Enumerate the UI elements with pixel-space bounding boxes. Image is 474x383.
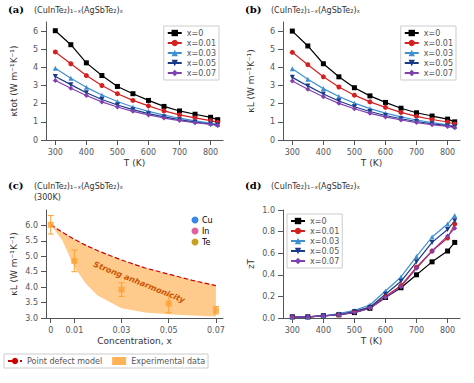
- svg-text:x=0.03: x=0.03: [310, 237, 339, 246]
- svg-text:3.5: 3.5: [25, 298, 38, 307]
- svg-text:0: 0: [270, 136, 275, 145]
- svg-text:800: 800: [203, 148, 218, 157]
- svg-text:x=0.05: x=0.05: [187, 59, 216, 68]
- svg-text:1: 1: [270, 117, 275, 126]
- svg-text:3.0: 3.0: [25, 314, 38, 323]
- svg-text:κL (W m⁻¹K⁻¹): κL (W m⁻¹K⁻¹): [9, 232, 19, 295]
- svg-text:6.0: 6.0: [25, 221, 38, 230]
- svg-text:(b): (b): [245, 4, 261, 15]
- svg-text:4: 4: [33, 63, 38, 72]
- svg-text:3: 3: [270, 81, 275, 90]
- svg-text:T (K): T (K): [123, 158, 145, 168]
- svg-text:6: 6: [270, 27, 275, 36]
- svg-text:0: 0: [48, 326, 53, 335]
- svg-text:κtot (W m⁻¹K⁻¹): κtot (W m⁻¹K⁻¹): [9, 46, 19, 117]
- svg-text:700: 700: [409, 148, 424, 157]
- svg-text:zT: zT: [246, 258, 256, 269]
- svg-text:(a): (a): [8, 4, 24, 15]
- svg-text:0.8: 0.8: [262, 227, 275, 236]
- svg-text:x=0.01: x=0.01: [424, 39, 453, 48]
- svg-text:T (K): T (K): [360, 158, 382, 168]
- svg-text:800: 800: [440, 326, 455, 335]
- svg-text:600: 600: [378, 148, 393, 157]
- svg-text:5: 5: [270, 45, 275, 54]
- svg-text:0.6: 0.6: [262, 249, 275, 258]
- svg-text:3: 3: [33, 81, 38, 90]
- svg-text:x=0.07: x=0.07: [310, 257, 339, 266]
- svg-text:Strong anharmonicity: Strong anharmonicity: [92, 260, 187, 305]
- svg-text:(c): (c): [8, 180, 24, 191]
- svg-text:600: 600: [378, 326, 393, 335]
- svg-text:5.0: 5.0: [25, 252, 38, 261]
- svg-text:5.5: 5.5: [25, 236, 38, 245]
- svg-text:4.0: 4.0: [25, 283, 38, 292]
- svg-text:300: 300: [285, 148, 300, 157]
- svg-text:x=0.03: x=0.03: [424, 49, 453, 58]
- svg-text:600: 600: [141, 148, 156, 157]
- svg-text:4: 4: [270, 63, 275, 72]
- svg-text:0.2: 0.2: [262, 292, 275, 301]
- svg-text:0.07: 0.07: [207, 326, 225, 335]
- svg-text:1.0: 1.0: [262, 206, 275, 215]
- svg-text:0.03: 0.03: [113, 326, 131, 335]
- svg-text:(CuInTe₂)₁₋ₓ(AgSbTe₂)ₓ: (CuInTe₂)₁₋ₓ(AgSbTe₂)ₓ: [271, 182, 361, 191]
- svg-text:κL (W m⁻¹K⁻¹): κL (W m⁻¹K⁻¹): [246, 49, 256, 112]
- svg-text:x=0: x=0: [310, 217, 327, 226]
- svg-text:400: 400: [79, 148, 94, 157]
- svg-text:(300K): (300K): [34, 193, 61, 202]
- svg-text:Experimental data: Experimental data: [131, 357, 205, 366]
- svg-text:6: 6: [33, 27, 38, 36]
- svg-text:800: 800: [440, 148, 455, 157]
- svg-text:(CuInTe₂)₁₋ₓ(AgSbTe₂)ₓ: (CuInTe₂)₁₋ₓ(AgSbTe₂)ₓ: [34, 182, 124, 191]
- svg-text:4.5: 4.5: [25, 267, 38, 276]
- svg-text:x=0.05: x=0.05: [310, 247, 339, 256]
- svg-text:x=0.07: x=0.07: [187, 69, 216, 78]
- svg-text:(CuInTe₂)₁₋ₓ(AgSbTe₂)ₓ: (CuInTe₂)₁₋ₓ(AgSbTe₂)ₓ: [271, 6, 361, 15]
- svg-text:x=0.03: x=0.03: [187, 49, 216, 58]
- svg-text:500: 500: [347, 326, 362, 335]
- svg-text:0.4: 0.4: [262, 270, 275, 279]
- svg-text:500: 500: [347, 148, 362, 157]
- svg-text:In: In: [202, 227, 209, 236]
- svg-text:0: 0: [33, 136, 38, 145]
- svg-text:x=0.07: x=0.07: [424, 69, 453, 78]
- svg-text:Cu: Cu: [202, 216, 213, 225]
- svg-text:700: 700: [172, 148, 187, 157]
- svg-text:T (K): T (K): [360, 336, 382, 346]
- svg-text:300: 300: [285, 326, 300, 335]
- svg-text:x=0.01: x=0.01: [187, 39, 216, 48]
- svg-text:0.05: 0.05: [160, 326, 178, 335]
- svg-text:400: 400: [316, 148, 331, 157]
- svg-text:0.01: 0.01: [65, 326, 83, 335]
- svg-text:1: 1: [33, 117, 38, 126]
- svg-text:Concentration, x: Concentration, x: [97, 336, 172, 346]
- svg-text:5: 5: [33, 45, 38, 54]
- svg-text:300: 300: [48, 148, 63, 157]
- svg-text:x=0.01: x=0.01: [310, 227, 339, 236]
- svg-text:x=0: x=0: [187, 29, 204, 38]
- svg-text:2: 2: [33, 99, 38, 108]
- svg-text:700: 700: [409, 326, 424, 335]
- svg-text:2: 2: [270, 99, 275, 108]
- svg-text:x=0.05: x=0.05: [424, 59, 453, 68]
- svg-text:(CuInTe₂)₁₋ₓ(AgSbTe₂)ₓ: (CuInTe₂)₁₋ₓ(AgSbTe₂)ₓ: [34, 6, 124, 15]
- svg-text:400: 400: [316, 326, 331, 335]
- svg-text:Te: Te: [201, 238, 211, 247]
- svg-text:Point defect model: Point defect model: [27, 357, 102, 366]
- svg-text:x=0: x=0: [424, 29, 441, 38]
- svg-text:500: 500: [110, 148, 125, 157]
- svg-text:(d): (d): [245, 180, 261, 191]
- svg-text:0.0: 0.0: [262, 314, 275, 323]
